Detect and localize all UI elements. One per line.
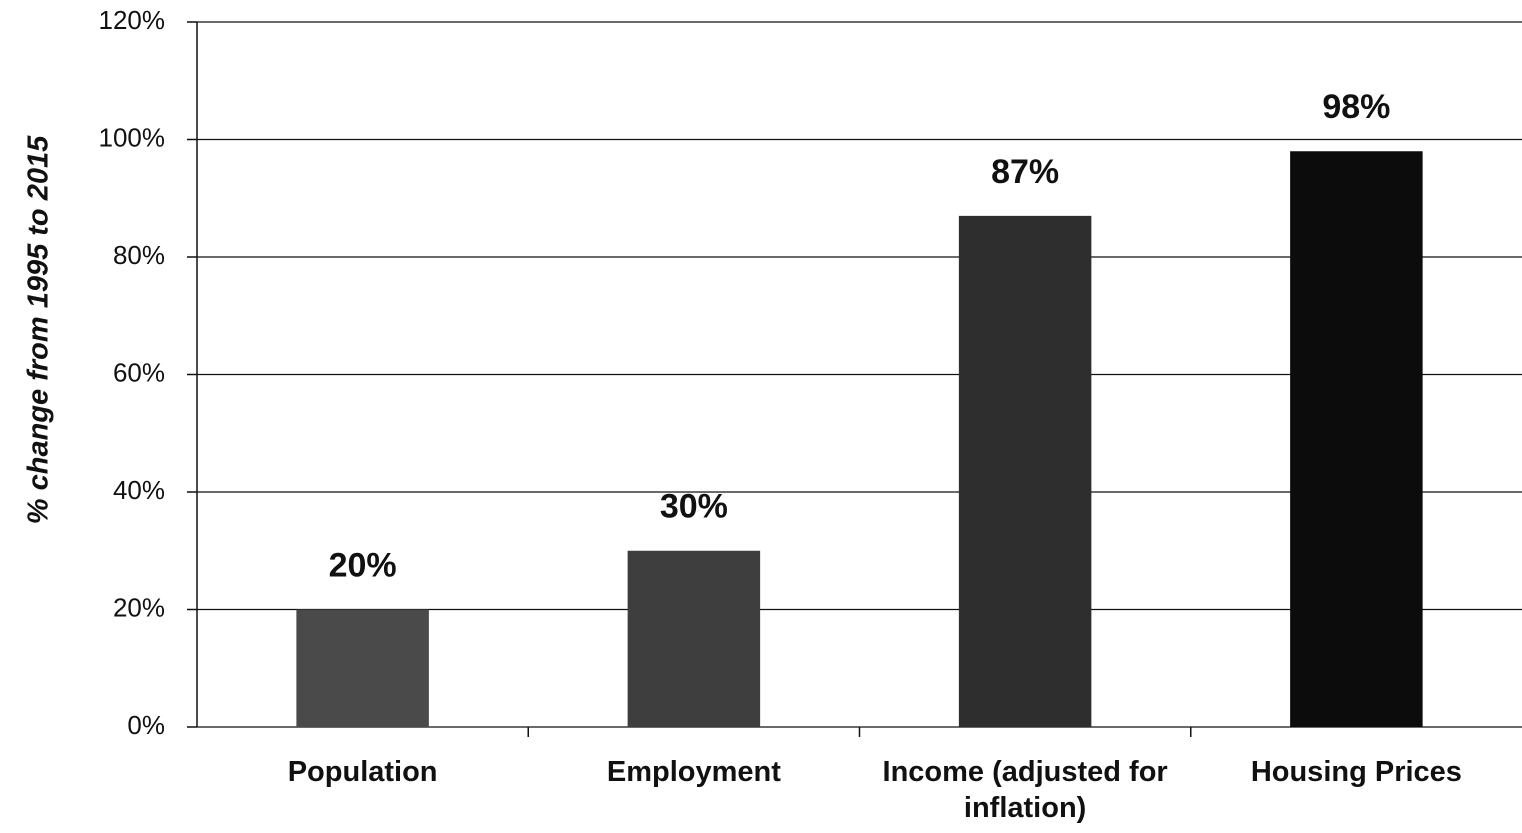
data-label: 87% — [991, 153, 1059, 191]
y-axis-label: % change from 1995 to 2015 — [23, 135, 55, 524]
x-tick-label: Housing Prices — [1250, 756, 1462, 788]
y-tick-label: 100% — [99, 122, 166, 152]
y-tick-label: 40% — [113, 475, 165, 505]
data-label: 98% — [1322, 88, 1390, 126]
y-tick-label: 60% — [113, 357, 165, 387]
data-label: 20% — [329, 546, 397, 584]
y-tick-label: 0% — [127, 710, 165, 740]
bar — [296, 609, 429, 727]
y-tick-label: 20% — [113, 592, 165, 622]
y-tick-label: 80% — [113, 240, 165, 270]
bar — [627, 550, 761, 727]
x-tick-label: Income (adjusted for inflation) — [882, 756, 1168, 824]
bar — [958, 215, 1092, 727]
bar — [1290, 151, 1423, 727]
x-tick-label: Employment — [606, 756, 781, 788]
x-tick-label: Population — [287, 756, 438, 788]
data-label: 30% — [660, 488, 728, 526]
y-tick-label: 120% — [99, 5, 166, 35]
